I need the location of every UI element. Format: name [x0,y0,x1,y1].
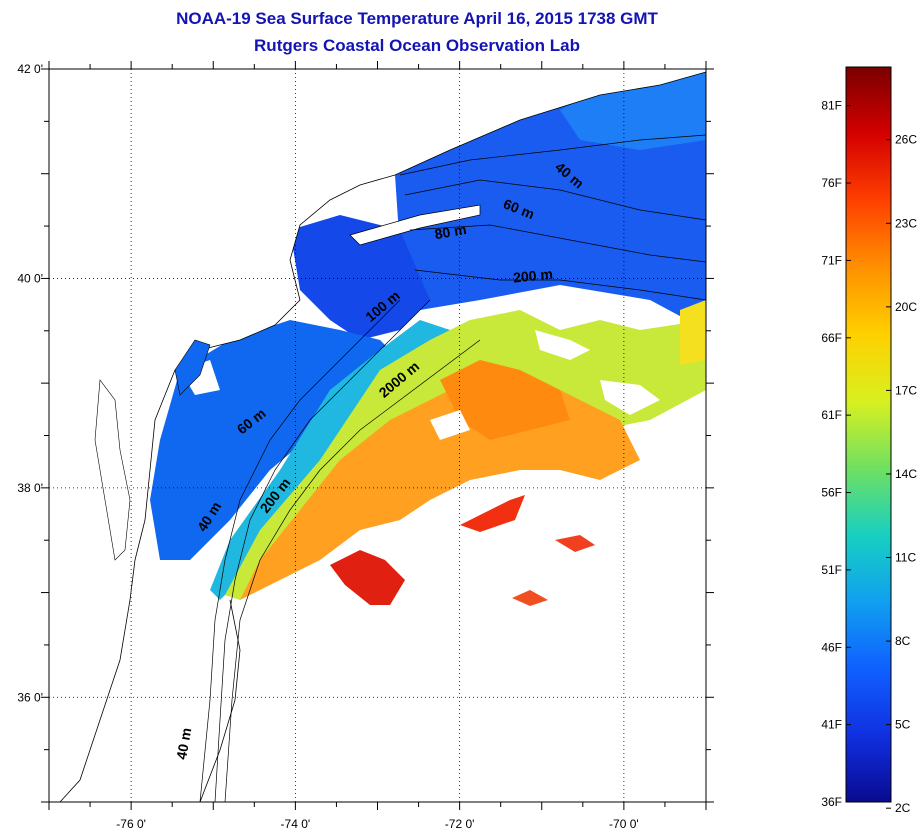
gulf-of-maine-water [560,70,706,150]
lon-tick-label: -74 0' [281,817,311,831]
colorbar [845,66,892,803]
land-mass [49,69,706,802]
isobath-100 [199,299,401,802]
delaware-bay [174,339,211,396]
colorbar-c-label: 23C [895,216,917,230]
lat-tick-label: 42 0' [17,62,43,76]
colorbar-f-label: 41F [821,718,842,732]
isobath-label: 40 m [173,726,194,760]
cloud-gap-3 [640,440,706,500]
sst-field [150,70,706,606]
isobath-label: 200 m [512,266,553,286]
colorbar-c-label: 8C [895,634,911,648]
isobath-80 [409,224,706,263]
colorbar-f-label: 36F [821,795,842,809]
map-subtitle: Rutgers Coastal Ocean Observation Lab [254,36,580,55]
chesapeake-bay [94,379,131,561]
isobath-60 [404,179,706,221]
shelf-blue-mid [290,215,430,340]
warm-eddy-red-2 [460,495,525,532]
isobath-200 [414,269,706,301]
isobaths [199,134,706,802]
isobath-label: 80 m [433,221,467,242]
colorbar-f-label: 46F [821,640,842,654]
colorbar-c-label: 20C [895,300,917,314]
colorbar-c-label: 26C [895,133,917,147]
colorbar-f-label: 71F [821,253,842,267]
colorbar-c-label: 11C [895,551,916,565]
warm-eddy-red-4 [512,590,548,606]
lat-tick-label: 40 0' [17,271,43,285]
axis-ticks: 42 0' 40 0' 38 0' 36 0' -76 0' -74 0' -72 0' -7… [17,61,714,831]
colorbar-c-label: 2C [895,801,911,815]
long-island [349,204,481,246]
lat-tick-label: 38 0' [17,481,43,495]
colorbar-f-label: 66F [821,331,842,345]
map-title: NOAA-19 Sea Surface Temperature April 16… [176,9,658,28]
gulf-stream-orange [440,360,570,440]
lat-tick-label: 36 0' [17,690,43,704]
colorbar-c-label: 14C [895,467,917,481]
lon-tick-label: -76 0' [116,817,146,831]
cape-hatteras-coast [199,599,241,802]
isobath-shelf-edge [214,299,431,802]
cloud-gap-1 [535,330,590,360]
colorbar-f-label: 51F [821,563,842,577]
isobath-2000 [224,339,481,802]
colorbar-labels: 81F 76F 71F 66F 61F 56F 51F 46F 41F 36F 26C 23C 20C 1… [821,99,917,816]
cloud-gap-2 [600,380,660,415]
warm-eddy-red-3 [555,535,595,552]
isobath-40 [399,134,706,176]
colorbar-f-label: 76F [821,176,842,190]
lon-tick-label: -70 0' [609,817,639,831]
colorbar-c-label: 5C [895,718,911,732]
warm-eddy-red-1 [330,550,405,605]
colorbar-f-label: 56F [821,486,842,500]
colorbar-c-label: 17C [895,383,917,397]
shelf-slope-green [225,310,706,600]
lon-tick-label: -72 0' [445,817,475,831]
colorbar-f-label: 61F [821,408,842,422]
colorbar-f-label: 81F [821,99,842,113]
land-coastline [49,69,706,802]
slope-water-yellow [680,300,706,365]
